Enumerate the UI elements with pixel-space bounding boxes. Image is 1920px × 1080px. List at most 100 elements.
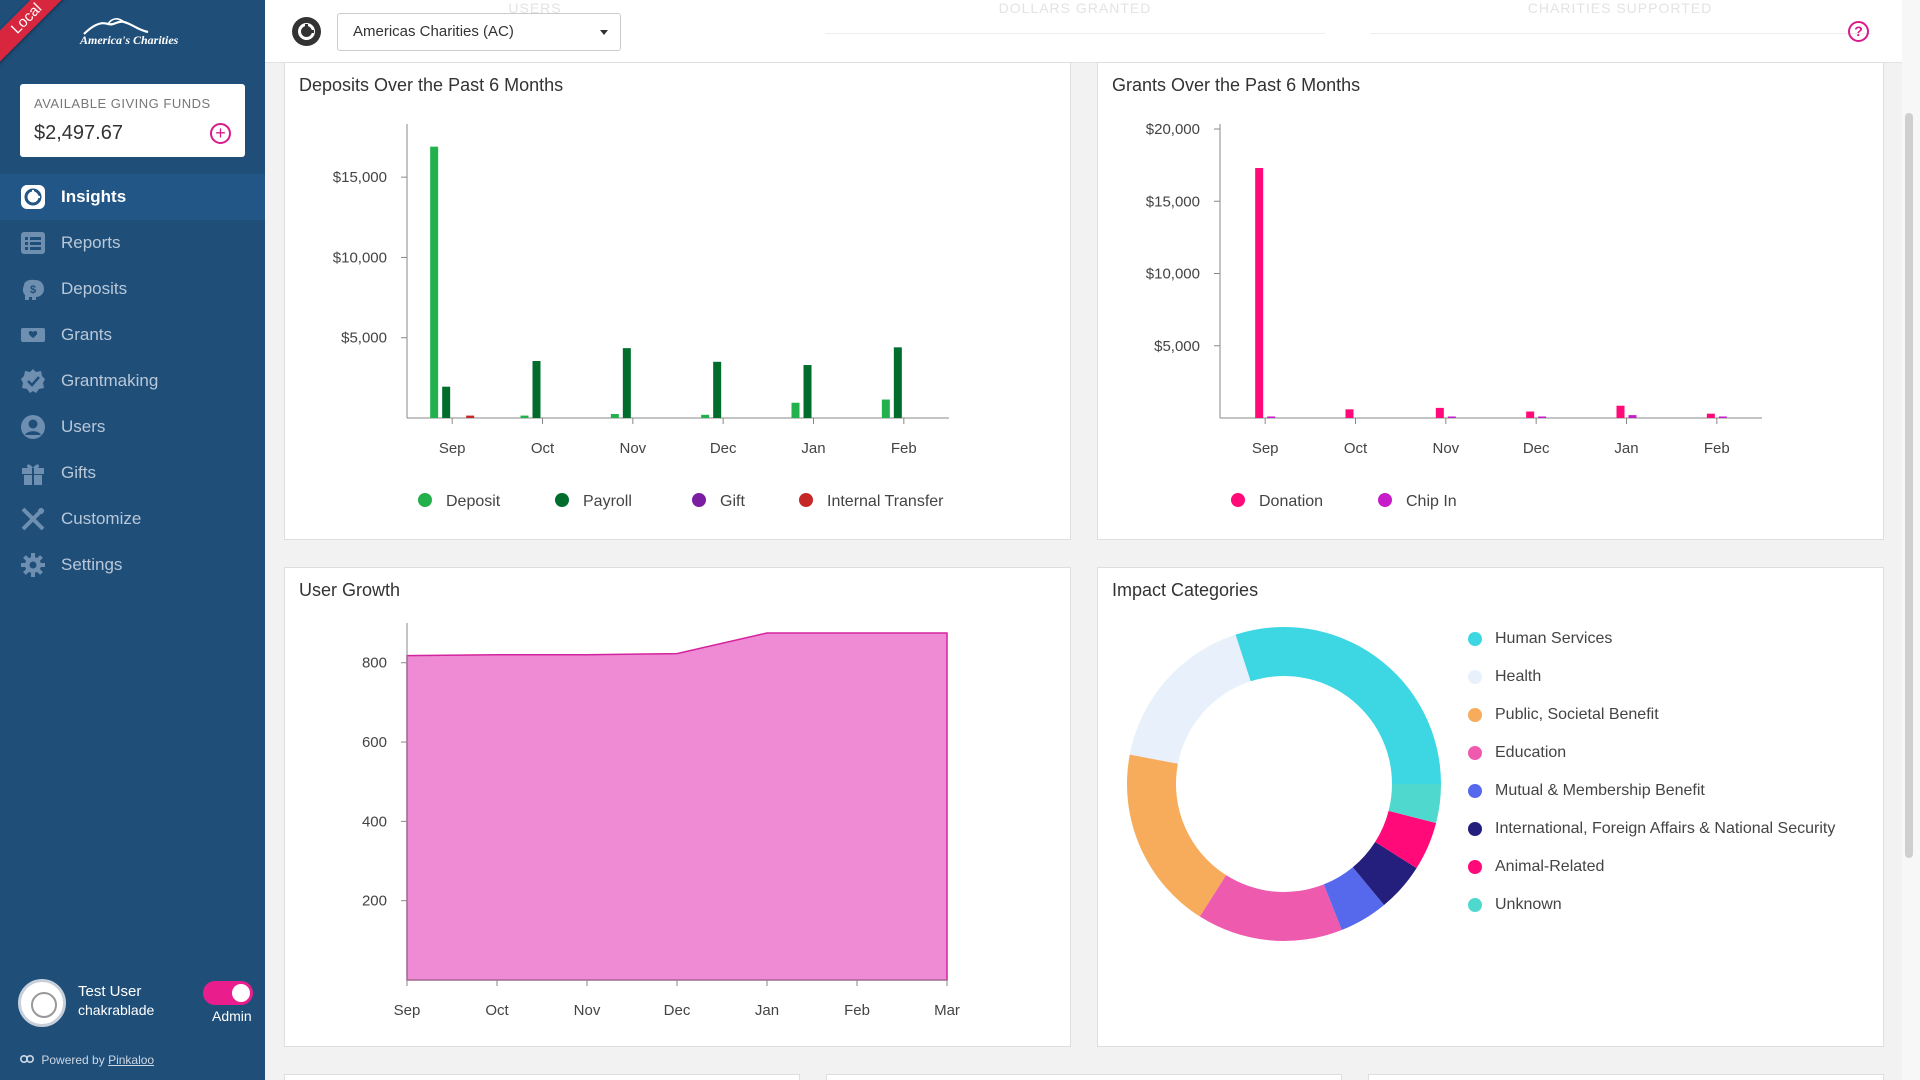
legend-dot xyxy=(1231,493,1245,507)
divider xyxy=(1370,33,1870,34)
funds-label: AVAILABLE GIVING FUNDS xyxy=(34,96,211,111)
admin-label: Admin xyxy=(212,1008,252,1024)
y-tick-label: $5,000 xyxy=(1154,338,1200,355)
y-tick-label: 600 xyxy=(362,734,387,751)
legend-label: Donation xyxy=(1259,493,1323,510)
sidebar-item-reports[interactable]: Reports xyxy=(0,220,265,266)
sidebar-item-label: Customize xyxy=(61,509,142,528)
bar xyxy=(520,415,529,418)
bar xyxy=(1345,409,1354,418)
legend-label: Unknown xyxy=(1495,896,1562,913)
logo-icon xyxy=(83,18,149,35)
sidebar-item-customize[interactable]: Customize xyxy=(0,496,265,542)
user-growth-title: User Growth xyxy=(299,580,401,600)
bar xyxy=(803,365,812,418)
pinkaloo-link[interactable]: Pinkaloo xyxy=(108,1053,155,1067)
admin-toggle[interactable] xyxy=(203,981,253,1005)
stat-users-label: USERS xyxy=(508,0,562,16)
sidebar-item-label: Grantmaking xyxy=(61,371,159,390)
grantmaking-icon xyxy=(20,368,46,394)
donut-slice xyxy=(1129,634,1251,764)
donut-slice xyxy=(1375,810,1437,869)
legend-item[interactable]: Mutual & Membership Benefit xyxy=(1468,782,1835,820)
legend-dot xyxy=(1468,898,1482,912)
legend-dot xyxy=(799,493,813,507)
legend-item[interactable]: Human Services xyxy=(1468,630,1835,668)
sidebar-item-users[interactable]: Users xyxy=(0,404,265,450)
logo[interactable]: America's Charities xyxy=(78,16,190,50)
avatar[interactable] xyxy=(18,979,66,1027)
bottom-card xyxy=(826,1074,1342,1080)
legend-label: Mutual & Membership Benefit xyxy=(1495,782,1705,799)
legend-dot xyxy=(555,493,569,507)
organization-select-value: Americas Charities (AC) xyxy=(353,23,514,40)
grants-icon xyxy=(20,322,46,348)
sidebar-item-deposits[interactable]: $ Deposits xyxy=(0,266,265,312)
sidebar-item-label: Users xyxy=(61,417,106,436)
legend-label: Gift xyxy=(720,493,745,510)
legend-dot xyxy=(1468,632,1482,646)
bar xyxy=(1267,416,1276,418)
legend-item[interactable]: Public, Societal Benefit xyxy=(1468,706,1835,744)
y-tick-label: 200 xyxy=(362,893,387,910)
bar xyxy=(1526,411,1535,418)
impact-categories-card: Impact Categories Human Services Health Pu… xyxy=(1097,567,1884,1047)
legend-label: Public, Societal Benefit xyxy=(1495,706,1659,723)
y-tick-label: $10,000 xyxy=(1146,266,1200,283)
bottom-card xyxy=(284,1074,800,1080)
legend-label: Human Services xyxy=(1495,630,1613,647)
x-tick-label: Sep xyxy=(439,440,466,457)
sidebar-item-gifts[interactable]: Gifts xyxy=(0,450,265,496)
bar xyxy=(1435,407,1444,418)
grants-chart-card: Grants Over the Past 6 Months $5,000 $10,… xyxy=(1097,62,1884,540)
legend-dot xyxy=(1378,493,1392,507)
logo-text: America's Charities xyxy=(80,33,179,47)
user-profile[interactable]: Test User chakrablade Admin xyxy=(18,978,258,1027)
grants-chart: $5,000 $10,000 $15,000 $20,000 Sep Oct Nov Dec J… xyxy=(1146,121,1762,510)
legend-item[interactable]: Animal-Related xyxy=(1468,858,1835,896)
donut-slice xyxy=(1323,867,1385,930)
x-tick-label: Nov xyxy=(574,1002,601,1019)
x-tick-label: Nov xyxy=(619,440,646,457)
bar xyxy=(622,348,631,418)
funds-amount: $2,497.67 xyxy=(34,122,123,144)
bar xyxy=(893,347,902,418)
donut-slice xyxy=(1388,784,1441,824)
scrollbar-thumb[interactable] xyxy=(1905,113,1913,858)
sidebar-item-label: Insights xyxy=(61,187,127,206)
bar xyxy=(466,415,475,418)
legend-item[interactable]: Health xyxy=(1468,668,1835,706)
x-tick-label: Feb xyxy=(1704,440,1730,457)
deposits-chart-title: Deposits Over the Past 6 Months xyxy=(299,75,564,95)
legend-label: Internal Transfer xyxy=(827,493,944,510)
sidebar-item-grants[interactable]: Grants xyxy=(0,312,265,358)
help-button[interactable]: ? xyxy=(1848,21,1869,42)
y-tick-label: $15,000 xyxy=(1146,193,1200,210)
bar xyxy=(1616,405,1625,418)
stat-dollars-granted-label: DOLLARS GRANTED xyxy=(998,0,1152,16)
bar xyxy=(1538,416,1547,418)
x-tick-label: Jan xyxy=(755,1002,779,1019)
bar xyxy=(1255,168,1264,418)
bar xyxy=(1447,416,1456,418)
powered-by: Powered by Pinkaloo xyxy=(19,1053,155,1067)
donut-slice xyxy=(1352,841,1417,905)
grants-chart-title: Grants Over the Past 6 Months xyxy=(1112,75,1361,95)
sidebar-item-settings[interactable]: Settings xyxy=(0,542,265,588)
add-funds-button[interactable]: + xyxy=(210,123,231,144)
bar xyxy=(701,414,710,418)
bar xyxy=(1718,416,1727,418)
refresh-button[interactable] xyxy=(292,17,321,46)
x-tick-label: Mar xyxy=(934,1002,960,1019)
sidebar-item-grantmaking[interactable]: Grantmaking xyxy=(0,358,265,404)
legend-item[interactable]: International, Foreign Affairs & Nationa… xyxy=(1468,820,1835,858)
refresh-icon xyxy=(298,23,315,40)
x-tick-label: Dec xyxy=(664,1002,691,1019)
sidebar-item-insights[interactable]: Insights xyxy=(0,174,265,220)
sidebar: Local America's Charities AVAILABLE GIVI… xyxy=(0,0,265,1080)
reports-icon xyxy=(20,230,46,256)
legend-item[interactable]: Unknown xyxy=(1468,896,1835,934)
y-tick-label: 400 xyxy=(362,813,387,830)
legend-item[interactable]: Education xyxy=(1468,744,1835,782)
organization-select[interactable]: Americas Charities (AC) xyxy=(337,13,621,51)
